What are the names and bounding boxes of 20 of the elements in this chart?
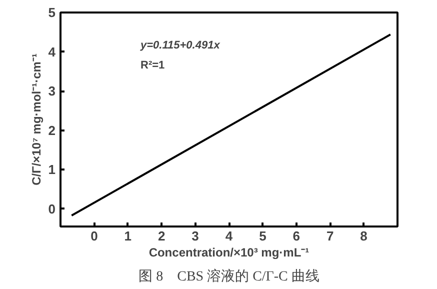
annotation: y=0.115+0.491x bbox=[140, 40, 221, 52]
annotation: R²=1 bbox=[140, 60, 165, 72]
y-tick-label: 5 bbox=[48, 5, 56, 20]
x-tick-label: 3 bbox=[192, 228, 199, 244]
y-tick-label: 2 bbox=[48, 122, 56, 138]
x-tick-label: 7 bbox=[326, 228, 334, 244]
x-tick-label: 0 bbox=[90, 228, 98, 244]
caption: 图 8 CBS 溶液的 C/Γ-C 曲线 bbox=[138, 268, 320, 284]
x-tick-label: 4 bbox=[225, 228, 234, 244]
x-tick-label: 2 bbox=[158, 228, 166, 244]
x-tick-label: 1 bbox=[124, 228, 132, 244]
y-axis-title: C/Γ/×10⁷ mg·mol⁻¹·cm⁻¹ bbox=[29, 54, 44, 186]
y-tick-label: 4 bbox=[48, 44, 56, 60]
x-axis-title: Concentration/×10³ mg·mL⁻¹ bbox=[148, 246, 310, 260]
x-tick-label: 6 bbox=[292, 228, 300, 244]
x-tick-label: 8 bbox=[360, 228, 368, 244]
x-tick-label: 5 bbox=[259, 228, 266, 244]
y-tick-label: 1 bbox=[48, 162, 56, 178]
y-tick-label: 3 bbox=[48, 84, 56, 99]
y-tick-label: 0 bbox=[48, 201, 56, 216]
